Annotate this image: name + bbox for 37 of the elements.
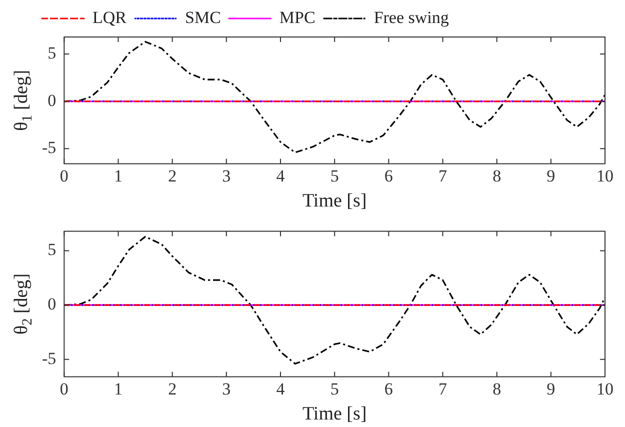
- x-tick-label: 6: [384, 379, 393, 398]
- x-tick-label: 5: [330, 166, 339, 186]
- y-tick-label: 5: [48, 44, 56, 62]
- y-tick-label: 5: [48, 240, 56, 260]
- x-tick-label: 4: [276, 166, 286, 186]
- legend-label: LQR: [92, 8, 128, 27]
- x-tick-label: 10: [596, 379, 614, 398]
- y-tick-label: -5: [42, 348, 56, 368]
- y-tick-label: 0: [48, 90, 56, 110]
- x-tick-label: 8: [492, 379, 502, 398]
- x-tick-label: 1: [114, 166, 122, 186]
- y-tick-label: -5: [42, 138, 56, 158]
- x-axis-title: Time [s]: [302, 190, 367, 212]
- x-tick-label: 9: [546, 379, 556, 398]
- x-tick-label: 5: [330, 379, 339, 398]
- line-series: [64, 236, 605, 365]
- x-tick-label: 8: [492, 166, 502, 186]
- x-tick-label: 2: [168, 379, 177, 398]
- x-tick-label: 9: [546, 166, 556, 186]
- y-tick-label: 0: [48, 294, 56, 314]
- x-tick-label: 0: [60, 379, 68, 398]
- x-tick-label: 7: [438, 166, 448, 186]
- x-tick-label: 3: [222, 166, 231, 186]
- x-tick-label: 7: [438, 379, 448, 398]
- x-tick-label: 6: [384, 166, 393, 186]
- x-tick-label: 10: [596, 166, 614, 186]
- x-tick-label: 1: [114, 379, 122, 398]
- legend-label: MPC: [279, 8, 316, 27]
- legend-label: SMC: [185, 8, 221, 27]
- x-tick-label: 4: [276, 379, 286, 398]
- legend-label: Free swing: [374, 8, 450, 27]
- x-tick-label: 2: [168, 166, 177, 186]
- x-axis-title: Time [s]: [302, 404, 367, 425]
- x-tick-label: 3: [222, 379, 231, 398]
- x-tick-label: 0: [60, 166, 68, 186]
- y-axis-title: θ2 [deg]: [10, 273, 36, 335]
- y-axis-title: θ1 [deg]: [10, 70, 36, 131]
